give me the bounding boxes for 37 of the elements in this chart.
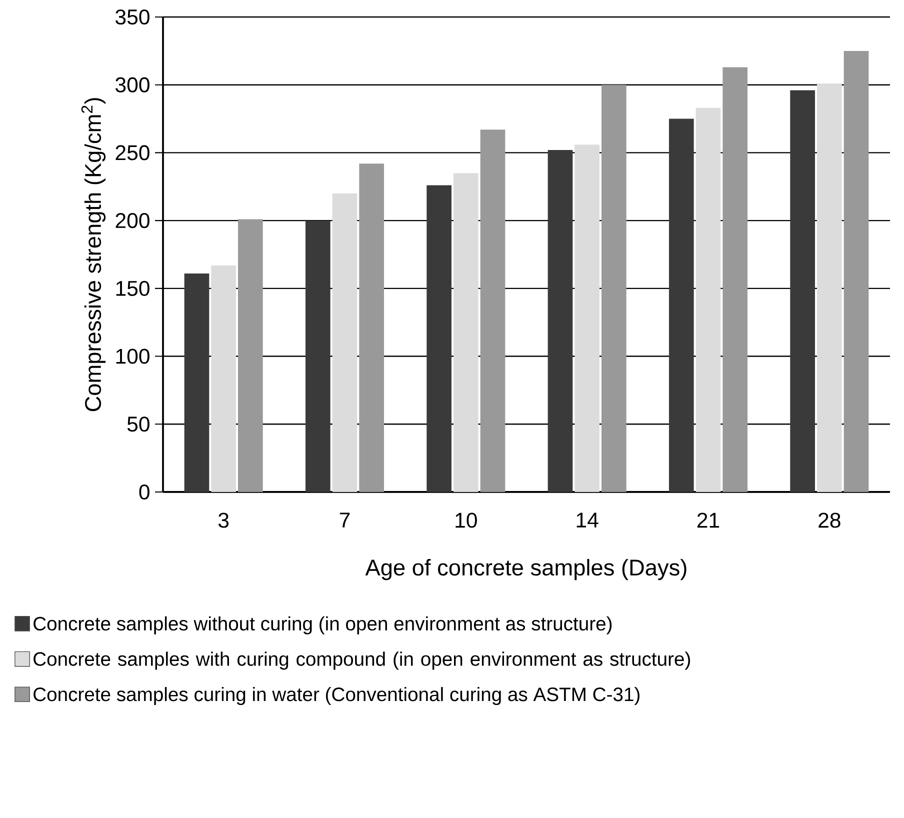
- bar: [816, 84, 842, 492]
- y-tick-label: 300: [116, 77, 150, 92]
- bar: [426, 185, 452, 492]
- bar: [668, 118, 694, 492]
- y-tick-label: 0: [139, 484, 150, 500]
- legend-label: Concrete samples curing in water (Conventional curing as ASTM C-31): [34, 687, 640, 706]
- bar: [480, 130, 506, 492]
- y-tick-label: 150: [116, 280, 150, 296]
- x-tick-label: 21: [697, 512, 720, 528]
- bar: [844, 50, 869, 492]
- bar: [601, 84, 626, 492]
- x-tick-label: 28: [818, 512, 840, 528]
- bar: [790, 90, 815, 492]
- y-tick-label: 200: [116, 213, 150, 228]
- x-tick-label: 3: [218, 512, 229, 528]
- y-tick-label: 100: [116, 348, 150, 364]
- legend-label: Concrete samples without curing (in open environment as structure): [34, 616, 612, 634]
- y-axis-title: Compressive strength (Kg/cm$^{2}$): [81, 98, 106, 412]
- bar: [696, 108, 721, 492]
- legend-label: Concrete samples with curing compound (in open environment as structure): [34, 652, 690, 670]
- bar: [332, 193, 358, 492]
- x-tick-label: 14: [576, 512, 598, 528]
- x-tick-label: 7: [340, 512, 350, 528]
- bar: [359, 164, 384, 492]
- bar: [305, 220, 330, 492]
- y-tick-label: 250: [116, 145, 150, 160]
- bar: [238, 219, 263, 492]
- y-tick-label: 50: [127, 416, 150, 432]
- bar: [574, 144, 600, 492]
- x-axis-title: Age of concrete samples (Days): [365, 558, 686, 580]
- x-tick-label: 10: [456, 512, 477, 528]
- bar: [453, 173, 478, 492]
- bar: [184, 273, 210, 492]
- y-tick-label: 350: [116, 9, 150, 25]
- bar: [722, 67, 748, 492]
- bar: [548, 150, 573, 492]
- bar: [211, 265, 236, 492]
